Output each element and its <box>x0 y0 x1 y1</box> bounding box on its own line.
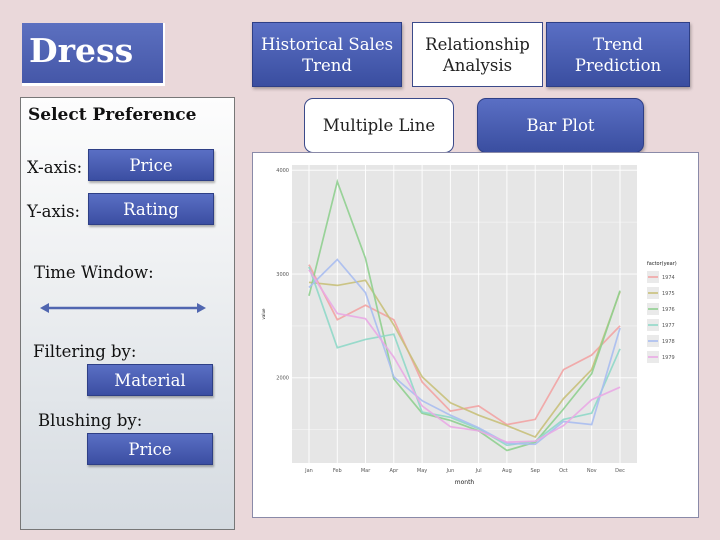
x-tick-label: Nov <box>587 468 597 474</box>
series-line-1979 <box>308 269 621 444</box>
x-axis-title: month <box>455 479 475 486</box>
blush-select[interactable]: Price <box>87 433 213 465</box>
y-tick-label: 4000 <box>276 168 289 174</box>
x-tick-label: Jan <box>304 468 313 474</box>
x-tick-label: Dec <box>615 468 625 474</box>
x-axis-select[interactable]: Price <box>88 149 214 181</box>
legend-label: 1978 <box>662 339 675 345</box>
y-axis-select[interactable]: Rating <box>88 193 214 225</box>
panel-title: Select Preference <box>28 105 197 125</box>
x-tick-label: Aug <box>502 468 512 474</box>
tab-relationship-analysis[interactable]: Relationship Analysis <box>412 22 543 87</box>
x-tick-label: Oct <box>559 468 568 474</box>
series-line-1975 <box>308 279 621 439</box>
arrow-right-icon[interactable] <box>197 303 206 313</box>
y-axis-label: Y-axis: <box>27 202 81 221</box>
x-tick-label: Sep <box>530 468 539 474</box>
blush-label: Blushing by: <box>38 411 143 430</box>
x-tick-label: Jun <box>445 468 454 474</box>
arrow-left-icon[interactable] <box>40 303 49 313</box>
series-line-1977 <box>308 266 621 447</box>
legend-label: 1976 <box>662 307 675 313</box>
tab-historical-sales-trend[interactable]: Historical Sales Trend <box>252 22 402 87</box>
app-title-box: Dress <box>22 23 165 86</box>
app-title: Dress <box>29 31 134 70</box>
x-tick-label: Apr <box>389 468 399 474</box>
time-window-label: Time Window: <box>34 263 154 282</box>
x-tick-label: May <box>417 468 427 474</box>
multiple-line-button[interactable]: Multiple Line <box>304 98 454 153</box>
x-tick-label: Feb <box>333 468 342 474</box>
line-chart: 2000 3000 4000 Jan Feb Mar Apr May Jun Jul Aug Sep O… <box>261 165 677 486</box>
x-tick-label: Mar <box>361 468 371 474</box>
legend-label: 1974 <box>662 275 675 281</box>
filter-select[interactable]: Material <box>87 364 213 396</box>
y-axis-title: value <box>261 308 266 319</box>
bar-plot-button[interactable]: Bar Plot <box>477 98 644 153</box>
legend-label: 1979 <box>662 355 675 361</box>
chart-container: 2000 3000 4000 Jan Feb Mar Apr May Jun Jul Aug Sep O… <box>252 152 699 518</box>
x-tick-label: Jul <box>475 468 482 474</box>
y-tick-label: 2000 <box>276 376 289 382</box>
filter-label: Filtering by: <box>33 342 137 361</box>
legend-label: 1975 <box>662 291 675 297</box>
y-tick-label: 3000 <box>276 272 289 278</box>
preference-panel: Select Preference X-axis: Price Y-axis: … <box>20 97 235 530</box>
legend-title: factor(year) <box>647 261 677 267</box>
legend-label: 1977 <box>662 323 675 329</box>
series-line-1976 <box>308 178 621 452</box>
time-window-slider[interactable] <box>39 300 207 316</box>
x-axis-label: X-axis: <box>27 158 83 177</box>
tab-trend-prediction[interactable]: Trend Prediction <box>546 22 690 87</box>
